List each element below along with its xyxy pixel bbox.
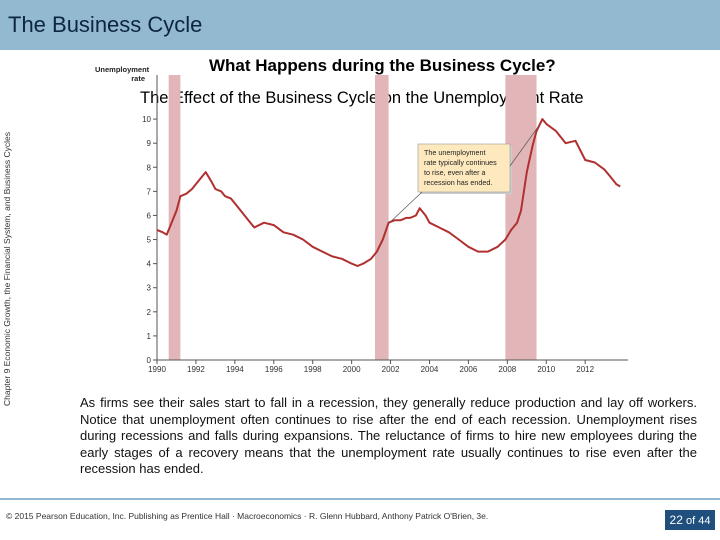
annotation-leader <box>389 191 423 223</box>
y-tick-label: 1 <box>147 332 152 341</box>
x-tick-label: 1998 <box>304 365 322 374</box>
slide-title: What Happens during the Business Cycle? <box>209 56 556 75</box>
y-tick-label: 3 <box>147 284 152 293</box>
annotation-text: recession has ended. <box>424 178 492 187</box>
body-text: As firms see their sales start to fall i… <box>80 395 697 476</box>
page-number: 22 of 44 <box>665 510 715 530</box>
y-tick-label: 6 <box>147 211 152 220</box>
series-line <box>156 118 621 267</box>
y-tick-label: 4 <box>147 260 152 269</box>
x-tick-label: 1996 <box>265 365 283 374</box>
recession-band <box>505 75 537 360</box>
x-tick-label: 2010 <box>537 365 555 374</box>
y-tick-label: 10 <box>142 115 151 124</box>
annotation-text: rate typically continues <box>424 158 497 167</box>
chart-title: The Effect of the Business Cycle on the … <box>140 89 584 107</box>
page-total: 44 <box>698 515 711 527</box>
x-tick-label: 2000 <box>343 365 361 374</box>
annotation-leader <box>509 126 539 167</box>
y-tick-label: 0 <box>147 356 152 365</box>
unemployment-chart: 0 1 2 3 4 5 6 7 8 9 10 1990 1992 1994 1996 1998 2000 2002… <box>95 65 628 374</box>
footer-rule <box>0 498 720 500</box>
y-tick-label: 5 <box>147 236 152 245</box>
x-tick-label: 2006 <box>460 365 478 374</box>
footer: © 2015 Pearson Education, Inc. Publishin… <box>0 498 720 540</box>
y-tick-label: 7 <box>147 187 152 196</box>
x-tick-label: 2008 <box>498 365 516 374</box>
x-tick-label: 1994 <box>226 365 244 374</box>
annotation-text: to rise, even after a <box>424 168 486 177</box>
x-tick-label: 2002 <box>382 365 400 374</box>
recession-bands <box>168 75 537 360</box>
chart-series <box>156 118 621 267</box>
page-title: The Business Cycle <box>8 12 203 37</box>
x-tick-label: 2012 <box>576 365 594 374</box>
y-tick-label: 8 <box>147 163 152 172</box>
x-tick-label: 2004 <box>421 365 439 374</box>
x-tick-label: 1990 <box>148 365 166 374</box>
title-bar: The Business Cycle <box>0 0 720 50</box>
annotation-box <box>417 143 511 193</box>
y-axis-label: Unemployment rate <box>95 65 150 83</box>
y-tick-label: 9 <box>147 139 152 148</box>
page-current: 22 <box>669 513 683 527</box>
copyright-text: © 2015 Pearson Education, Inc. Publishin… <box>6 511 489 521</box>
annotation-text: The unemployment <box>424 148 486 157</box>
y-tick-label: 2 <box>147 308 152 317</box>
page-sep: of <box>682 515 699 527</box>
chart-axes: 0 1 2 3 4 5 6 7 8 9 10 1990 1992 1994 1996 1998 2000 2002… <box>95 65 628 374</box>
x-tick-label: 1992 <box>187 365 205 374</box>
recession-band <box>374 75 389 360</box>
